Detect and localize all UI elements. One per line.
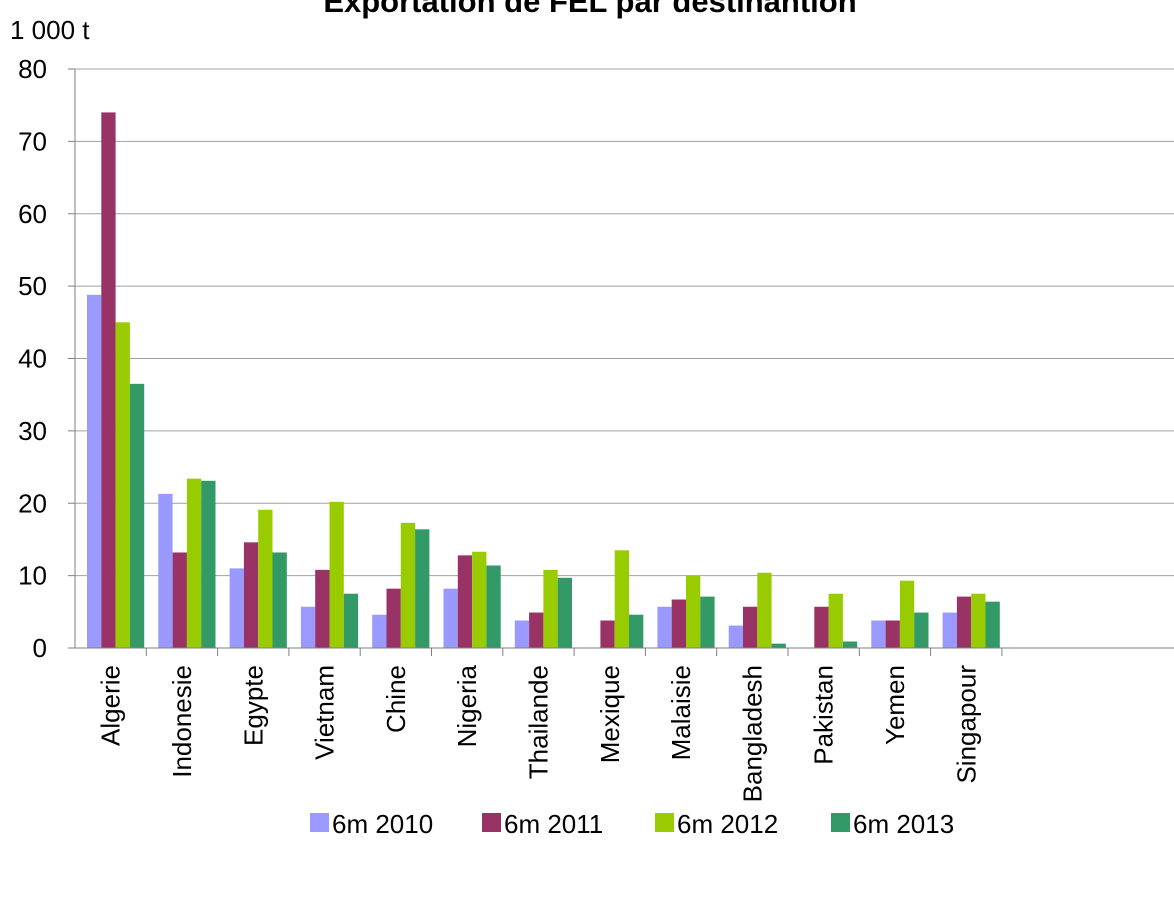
bar (686, 575, 701, 649)
bar (258, 509, 273, 648)
bar (743, 606, 758, 648)
bar (229, 568, 244, 648)
bar (400, 522, 416, 648)
y-tick-label: 40 (18, 344, 47, 374)
y-tick-labels: 0 10 20 30 40 50 60 70 80 (18, 54, 47, 663)
bar (514, 620, 530, 648)
y-tick-label: 50 (18, 271, 47, 301)
bar (671, 599, 686, 648)
bar (87, 294, 102, 648)
legend-swatch (655, 813, 674, 832)
chart-title: Exportation de FEL par destinantion (323, 0, 856, 19)
bar (243, 542, 259, 648)
bar (771, 643, 786, 648)
bar (899, 580, 915, 648)
legend-swatch (482, 813, 501, 832)
legend-swatch (831, 813, 850, 832)
legend-label: 6m 2013 (853, 809, 954, 839)
bar (101, 112, 116, 649)
bar (172, 552, 187, 648)
y-tick-label: 60 (18, 199, 47, 229)
bar (472, 551, 487, 648)
bar (300, 606, 316, 648)
x-category-label: Bangladesh (737, 665, 767, 802)
bar (657, 606, 672, 648)
x-category-label: Malaisie (666, 665, 696, 760)
bar (614, 550, 629, 648)
y-tick-label: 70 (18, 126, 47, 156)
bar (129, 383, 145, 648)
bar (985, 601, 1000, 648)
bar (757, 572, 772, 648)
x-category-labels: Algerie Indonesie Egypte Vietnam Chine Nigeri… (96, 664, 982, 802)
bars (87, 112, 1000, 649)
y-axis-unit-label: 1 000 t (10, 15, 90, 45)
bar (329, 501, 344, 648)
bar (600, 620, 615, 648)
bar (543, 569, 558, 648)
bar (443, 588, 458, 648)
bar (186, 478, 202, 648)
x-category-label: Chine (381, 665, 411, 733)
y-tick-label: 20 (18, 488, 47, 518)
bar (343, 593, 359, 648)
legend-label: 6m 2011 (504, 809, 603, 839)
x-category-label: Vietnam (310, 665, 340, 760)
bar (728, 625, 743, 648)
y-tick-label: 0 (33, 633, 47, 663)
bar (557, 577, 572, 648)
bar (529, 612, 544, 648)
bar (272, 552, 287, 648)
bar (158, 493, 173, 648)
bar (201, 480, 216, 648)
bar (956, 596, 972, 648)
bar (828, 593, 843, 648)
x-category-label: Pakistan (809, 665, 839, 765)
axes (68, 68, 1174, 656)
bar (885, 620, 900, 648)
x-category-label: Algerie (96, 665, 126, 746)
bar (971, 593, 986, 648)
bar (871, 620, 886, 648)
x-category-label: Egypte (238, 665, 268, 746)
gridlines (75, 68, 1174, 577)
y-tick-label: 30 (18, 416, 47, 446)
legend-swatch (310, 813, 329, 832)
bar (115, 322, 130, 648)
x-category-label: Yemen (880, 665, 910, 745)
y-tick-label: 80 (18, 54, 47, 84)
legend-label: 6m 2012 (677, 809, 778, 839)
bar (814, 606, 829, 648)
x-category-label: Mexique (595, 665, 625, 763)
bar (315, 569, 330, 648)
x-category-label: Indonesie (167, 665, 197, 778)
legend-label: 6m 2010 (332, 809, 433, 839)
legend: 6m 2010 6m 2011 6m 2012 6m 2013 (310, 809, 954, 839)
bar (700, 596, 715, 648)
bar (386, 588, 401, 648)
y-tick-label: 10 (18, 561, 47, 591)
bar (914, 612, 929, 648)
x-category-label: Nigeria (452, 664, 482, 747)
bar (415, 529, 430, 648)
bar (629, 614, 644, 648)
bar (942, 612, 957, 648)
bar (457, 555, 473, 648)
x-category-label: Singapour (951, 665, 981, 784)
bar (842, 641, 858, 648)
x-category-label: Thailande (523, 665, 553, 779)
bar (486, 565, 501, 648)
bar (372, 614, 387, 648)
